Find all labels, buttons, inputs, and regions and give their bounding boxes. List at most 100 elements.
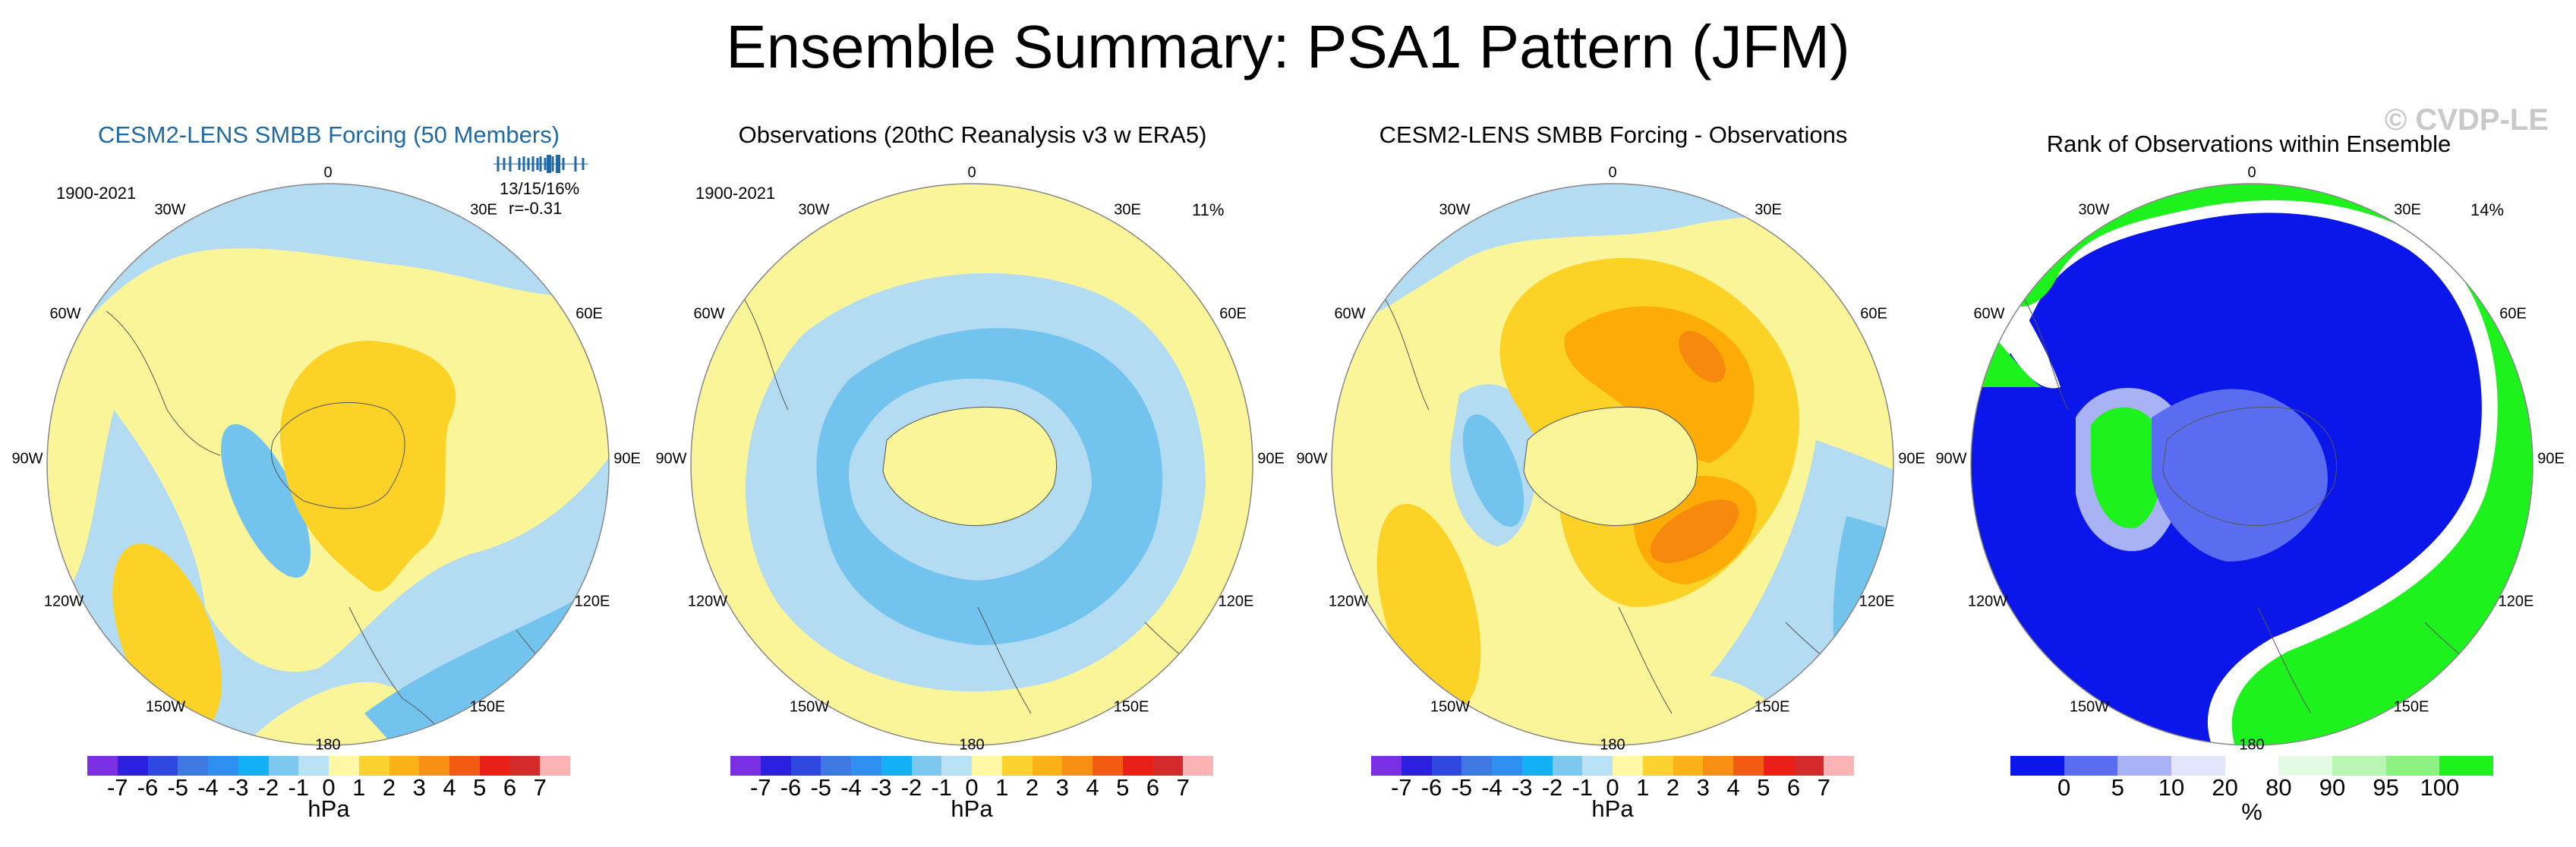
panel-2-period: 1900-2021	[695, 184, 776, 203]
colorbar-box	[911, 756, 942, 776]
panel-4-colorbar	[2010, 756, 2493, 776]
colorbar-tick-label: 5	[2111, 774, 2124, 801]
colorbar-box	[1401, 756, 1432, 776]
panel-1-map-border	[46, 183, 610, 746]
panel-3-units: hPa	[1591, 795, 1634, 822]
colorbar-tick-label: 7	[1176, 774, 1190, 801]
colorbar-box	[2439, 756, 2493, 776]
panel-1-lon-120e: 120E	[574, 593, 610, 610]
colorbar-box	[147, 756, 178, 776]
panel-4-title: Rank of Observations within Ensemble	[2046, 131, 2451, 157]
colorbar-box	[1093, 756, 1123, 776]
colorbar-tick-label: 95	[2373, 774, 2399, 801]
panel-4-lon-150e: 150E	[2393, 698, 2429, 716]
colorbar-box	[851, 756, 881, 776]
colorbar-box	[1582, 756, 1613, 776]
colorbar-box	[1673, 756, 1704, 776]
colorbar-tick-label: -3	[227, 774, 249, 801]
panel-3-lon-90w: 90W	[1296, 450, 1328, 468]
colorbar-box	[2278, 756, 2332, 776]
panel-1-stat-bottom: r=-0.31	[509, 199, 563, 218]
colorbar-box	[238, 756, 269, 776]
panel-4-map	[1970, 183, 2533, 746]
panel-3-lon-120w: 120W	[1328, 593, 1369, 610]
panel-2-antarctica-outline	[882, 406, 1057, 527]
colorbar-box	[87, 756, 118, 776]
colorbar-tick-label: 6	[1146, 774, 1160, 801]
colorbar-tick-label: 90	[2319, 774, 2346, 801]
colorbar-box	[1122, 756, 1153, 776]
colorbar-tick-label: 2	[382, 774, 396, 801]
colorbar-box	[117, 756, 148, 776]
colorbar-box	[2171, 756, 2225, 776]
panel-4-lon-120e: 120E	[2498, 593, 2534, 610]
colorbar-box	[389, 756, 420, 776]
colorbar-tick-label: 0	[1606, 774, 1619, 801]
panel-1-lon-150e: 150E	[469, 698, 506, 716]
colorbar-tick-label: -1	[931, 774, 953, 801]
colorbar-tick-label: -4	[840, 774, 862, 801]
panel-3-lon-150w: 150W	[1430, 698, 1471, 716]
colorbar-box	[2385, 756, 2440, 776]
panel-1-map	[46, 183, 610, 746]
colorbar-tick-label: -3	[1511, 774, 1533, 801]
panel-1-lon-90e: 90E	[613, 450, 641, 468]
colorbar-box	[479, 756, 510, 776]
colorbar-tick-label: 1	[995, 774, 1009, 801]
panel-4-lon-60w: 60W	[1973, 305, 2005, 323]
colorbar-box	[358, 756, 389, 776]
colorbar-tick-label: -2	[257, 774, 279, 801]
panel-2-percent: 11%	[1192, 200, 1225, 219]
colorbar-tick-label: 4	[1086, 774, 1099, 801]
panel-3-map	[1331, 183, 1894, 746]
panel-2-lon-120w: 120W	[687, 593, 728, 610]
panel-2-lon-90e: 90E	[1257, 450, 1285, 468]
colorbar-box	[2224, 756, 2279, 776]
panel-3-lon-60w: 60W	[1334, 305, 1366, 323]
panel-1-lon-120w: 120W	[43, 593, 84, 610]
colorbar-box	[329, 756, 359, 776]
panel-2-lon-120e: 120E	[1218, 593, 1254, 610]
colorbar-box	[1733, 756, 1764, 776]
panel-4-lon-90e: 90E	[2537, 450, 2565, 468]
colorbar-tick-label: 7	[1817, 774, 1830, 801]
panel-2-lon-30w: 30W	[798, 201, 830, 219]
colorbar-tick-label: 100	[2420, 774, 2460, 801]
colorbar-tick-label: 1	[352, 774, 366, 801]
panel-3-positive-max-south	[1650, 499, 1739, 563]
panel-2-lon-30e: 30E	[1114, 201, 1141, 219]
panel-4-rank-mid-pole	[2152, 389, 2328, 562]
panel-2-lon-90w: 90W	[655, 450, 687, 468]
colorbar-tick-label: -2	[900, 774, 922, 801]
panel-2-units: hPa	[951, 795, 993, 822]
watermark: © CVDP-LE	[2384, 103, 2549, 137]
panel-2-map-border	[690, 183, 1253, 746]
panel-1-lon-150w: 150W	[145, 698, 186, 716]
colorbar-tick-label: 4	[1726, 774, 1740, 801]
colorbar-tick-label: -4	[1481, 774, 1502, 801]
colorbar-tick-label: 10	[2158, 774, 2185, 801]
panel-3-map-border	[1331, 183, 1894, 746]
panel-4-units: %	[2241, 798, 2262, 825]
colorbar-box	[449, 756, 480, 776]
colorbar-box	[1793, 756, 1824, 776]
colorbar-tick-label: 6	[1786, 774, 1801, 801]
colorbar-box	[1763, 756, 1794, 776]
colorbar-tick-label: -5	[167, 774, 189, 801]
colorbar-box	[1062, 756, 1093, 776]
colorbar-box	[2117, 756, 2171, 776]
colorbar-tick-label: -2	[1541, 774, 1563, 801]
colorbar-box	[1001, 756, 1033, 776]
panel-3-lon-30w: 30W	[1439, 201, 1471, 219]
panel-4-lon-0: 0	[2247, 164, 2256, 181]
panel-1-lon-30w: 30W	[154, 201, 186, 219]
colorbar-box	[790, 756, 821, 776]
colorbar-box	[1703, 756, 1733, 776]
main-title: Ensemble Summary: PSA1 Pattern (JFM)	[726, 13, 1850, 80]
panel-4-lon-90w: 90W	[1935, 450, 1967, 468]
colorbar-tick-label: 2	[1025, 774, 1039, 801]
colorbar-box	[1371, 756, 1402, 776]
colorbar-box	[821, 756, 851, 776]
panel-2-positive-pole	[883, 407, 1057, 526]
panel-3-lon-60e: 60E	[1860, 305, 1887, 323]
